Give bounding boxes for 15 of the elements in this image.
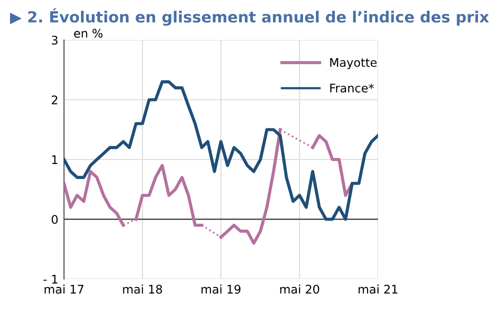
x-tick-label: mai 21	[358, 284, 398, 294]
x-tick-label: mai 20	[280, 284, 320, 294]
x-tick-label: mai 19	[202, 284, 240, 294]
y-tick-label: 2	[52, 95, 58, 104]
x-tick-label: mai 18	[123, 284, 162, 294]
legend-label: France*	[330, 84, 374, 93]
y-tick-label: 1	[52, 155, 58, 164]
legend-label: Mayotte	[330, 58, 377, 70]
x-tick-label: mai 17	[44, 284, 84, 294]
y-tick-label: - 1	[44, 274, 58, 284]
line-series	[64, 80, 378, 221]
y-tick-label: 0	[52, 214, 58, 224]
y-tick-label: 3	[52, 36, 58, 45]
y-axis-title: en %	[74, 28, 102, 38]
chart-title: ▶ 2. Évolution en glissement annuel de l’indice des prix	[10, 8, 489, 26]
